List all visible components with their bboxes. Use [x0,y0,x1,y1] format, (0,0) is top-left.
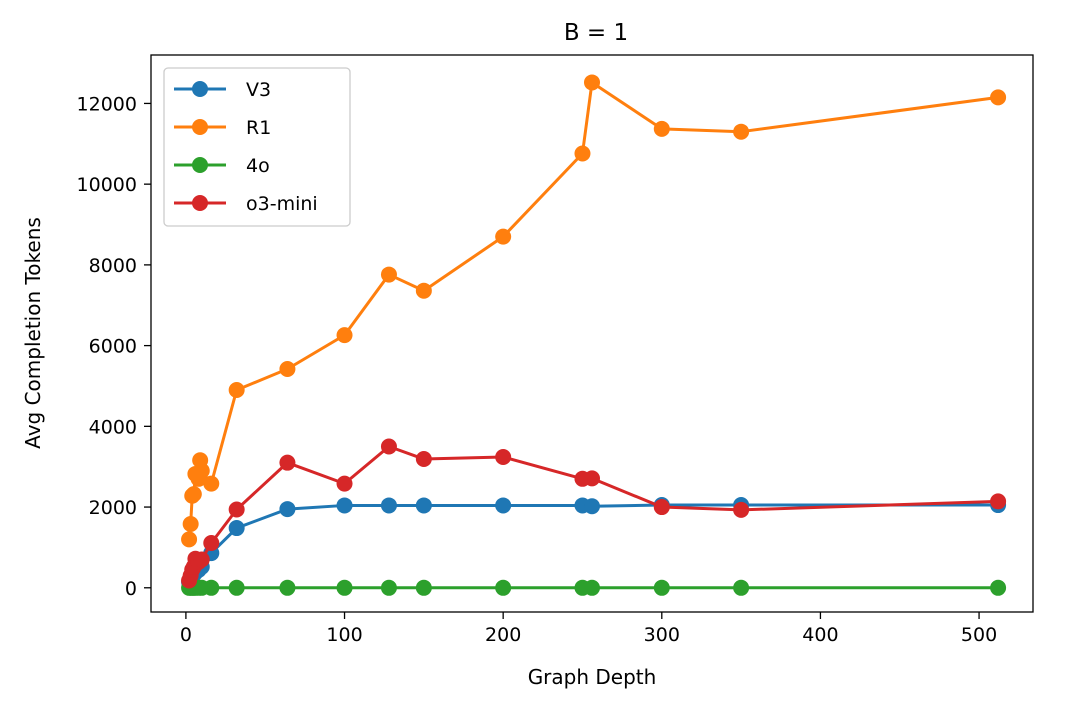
y-tick-label: 0 [125,578,137,600]
data-point [228,501,245,518]
y-tick-label: 10000 [77,174,137,196]
legend-swatch-marker [192,195,208,211]
x-tick-label: 500 [961,624,997,646]
data-point [653,120,670,137]
data-point [415,451,432,468]
data-point [380,497,397,514]
legend-label: R1 [246,117,271,139]
x-tick-label: 0 [180,624,192,646]
data-point [653,499,670,516]
data-point [380,266,397,283]
x-tick-label: 300 [644,624,680,646]
data-point [193,551,210,568]
plot-frame [150,54,1034,613]
y-tick-label: 6000 [89,336,137,358]
series-o3-mini [181,438,1007,589]
data-point [228,520,245,537]
data-point [336,497,353,514]
y-axis-ticks: 0 2000 4000 6000 8000 10000 12000 [77,93,151,600]
data-point [495,449,512,466]
x-axis-label: Graph Depth [528,665,657,689]
x-tick-label: 100 [326,624,362,646]
data-point [336,579,353,596]
data-point [336,475,353,492]
y-tick-label: 12000 [77,93,137,115]
data-point [574,145,591,162]
x-axis-ticks: 0 100 200 300 400 500 [180,612,997,646]
legend-label: o3-mini [246,193,318,215]
data-point [336,327,353,344]
data-point [182,516,199,533]
data-point [228,579,245,596]
data-point [733,123,750,140]
data-point [203,534,220,551]
data-point [990,493,1007,510]
data-point [653,579,670,596]
data-point [203,475,220,492]
y-tick-label: 2000 [89,497,137,519]
legend-swatch-marker [192,81,208,97]
y-tick-label: 8000 [89,255,137,277]
data-point [584,74,600,91]
data-point [380,579,397,596]
data-point [733,501,750,518]
data-point [193,462,210,479]
data-point [990,89,1007,106]
data-point [228,382,245,399]
legend-label: 4o [246,155,270,177]
data-point [279,361,296,378]
data-point [185,486,202,503]
data-point [584,470,600,487]
data-point [415,579,432,596]
data-point [495,497,512,514]
data-point [203,579,220,596]
data-point [415,497,432,514]
data-point [584,579,600,596]
plot-area [181,74,1007,596]
y-axis-label: Avg Completion Tokens [21,217,45,449]
data-point [279,579,296,596]
data-point [279,454,296,471]
data-point [584,498,600,515]
x-tick-label: 400 [802,624,838,646]
data-point [415,282,432,299]
legend-box [163,67,351,227]
legend-label: V3 [246,79,271,101]
data-point [990,579,1007,596]
data-point [279,501,296,518]
series-R1 [181,74,1007,548]
data-point [181,531,198,548]
y-tick-label: 4000 [89,416,137,438]
legend: V3 R1 4o o3-mini [163,67,351,227]
x-tick-label: 200 [485,624,521,646]
legend-swatch-marker [192,157,208,173]
chart-title: B = 1 [564,20,628,46]
legend-item: R1 [174,117,271,139]
legend-item: o3-mini [174,193,318,215]
legend-item: 4o [174,155,270,177]
data-point [495,228,512,245]
data-point [733,579,750,596]
data-point [495,579,512,596]
data-point [380,438,397,455]
legend-swatch-marker [192,119,208,135]
legend-item: V3 [174,79,271,101]
